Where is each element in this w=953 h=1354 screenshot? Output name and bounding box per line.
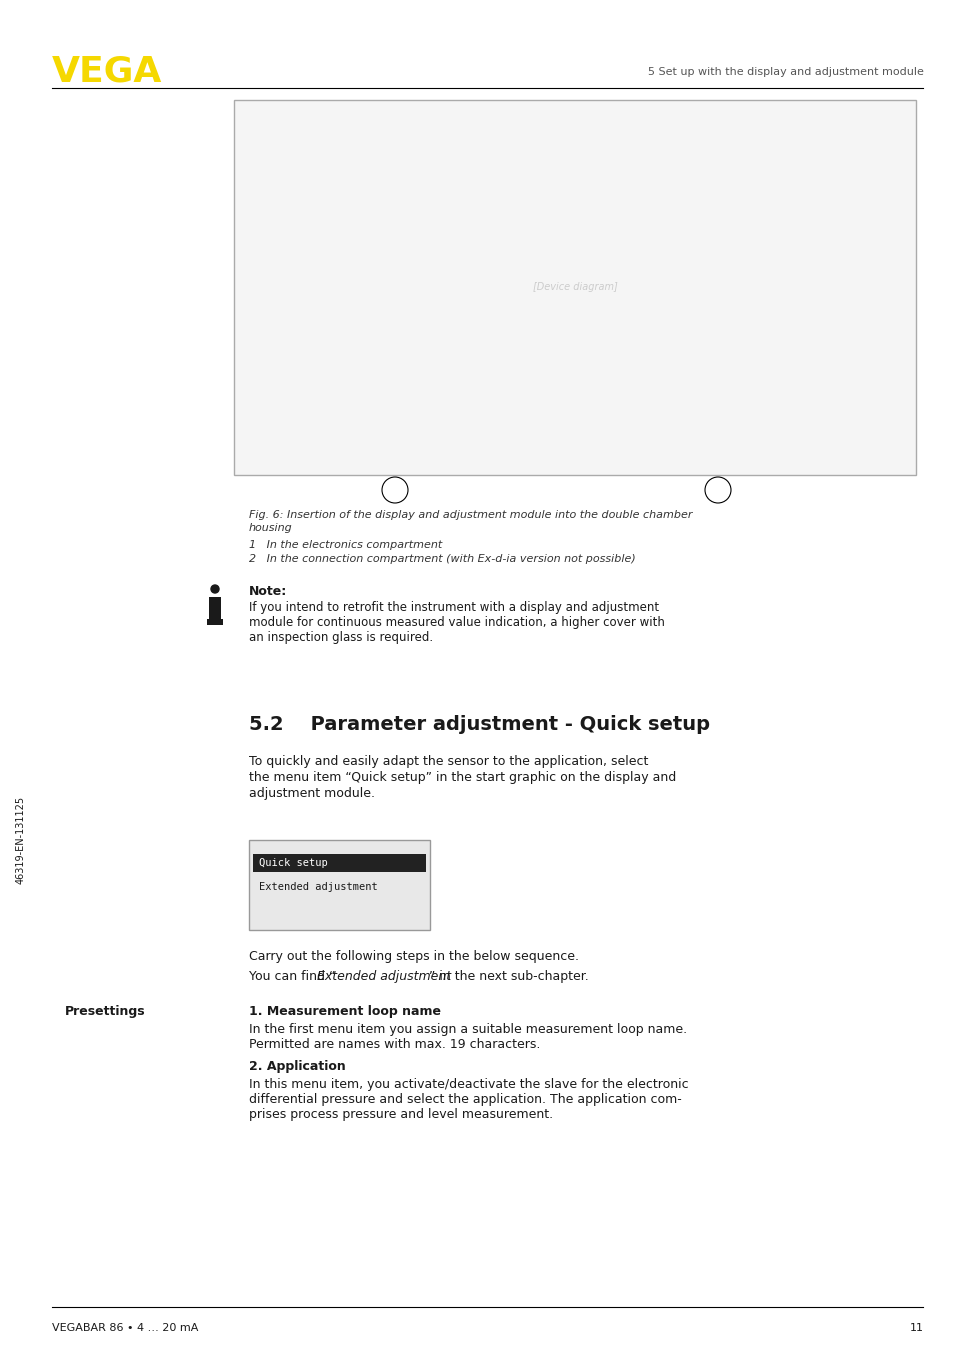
- Text: differential pressure and select the application. The application com-: differential pressure and select the app…: [249, 1093, 681, 1106]
- Text: In the first menu item you assign a suitable measurement loop name.: In the first menu item you assign a suit…: [249, 1024, 686, 1036]
- Text: Note:: Note:: [249, 585, 287, 598]
- Text: 46319-EN-131125: 46319-EN-131125: [16, 795, 26, 884]
- Circle shape: [211, 585, 219, 593]
- Text: Extended adjustment: Extended adjustment: [316, 969, 451, 983]
- Text: 1   In the electronics compartment: 1 In the electronics compartment: [249, 540, 442, 550]
- Text: Presettings: Presettings: [65, 1005, 146, 1018]
- Text: the menu item “Quick setup” in the start graphic on the display and: the menu item “Quick setup” in the start…: [249, 770, 676, 784]
- Text: Carry out the following steps in the below sequence.: Carry out the following steps in the bel…: [249, 951, 578, 963]
- Circle shape: [381, 477, 408, 502]
- Text: If you intend to retrofit the instrument with a display and adjustment: If you intend to retrofit the instrument…: [249, 601, 659, 613]
- Text: an inspection glass is required.: an inspection glass is required.: [249, 631, 433, 645]
- Text: 2. Application: 2. Application: [249, 1060, 345, 1072]
- Text: Fig. 6: Insertion of the display and adjustment module into the double chamber: Fig. 6: Insertion of the display and adj…: [249, 510, 692, 520]
- Circle shape: [704, 477, 730, 502]
- Text: ” in the next sub-chapter.: ” in the next sub-chapter.: [429, 969, 588, 983]
- Text: 2   In the connection compartment (with Ex-d-ia version not possible): 2 In the connection compartment (with Ex…: [249, 554, 635, 565]
- Bar: [249, 839, 430, 930]
- Text: VEGABAR 86 • 4 … 20 mA: VEGABAR 86 • 4 … 20 mA: [51, 1323, 197, 1332]
- Text: prises process pressure and level measurement.: prises process pressure and level measur…: [249, 1108, 553, 1121]
- Text: 11: 11: [908, 1323, 923, 1332]
- Text: 5 Set up with the display and adjustment module: 5 Set up with the display and adjustment…: [647, 66, 923, 77]
- Text: Quick setup: Quick setup: [258, 858, 328, 868]
- Text: Extended adjustment: Extended adjustment: [258, 881, 377, 892]
- Text: To quickly and easily adapt the sensor to the application, select: To quickly and easily adapt the sensor t…: [249, 756, 648, 768]
- FancyBboxPatch shape: [207, 619, 223, 626]
- Text: You can find “: You can find “: [249, 969, 335, 983]
- Text: In this menu item, you activate/deactivate the slave for the electronic: In this menu item, you activate/deactiva…: [249, 1078, 688, 1091]
- Text: [Device diagram]: [Device diagram]: [532, 283, 617, 292]
- Text: housing: housing: [249, 523, 293, 533]
- Text: 5.2    Parameter adjustment - Quick setup: 5.2 Parameter adjustment - Quick setup: [249, 715, 709, 734]
- FancyBboxPatch shape: [209, 597, 221, 626]
- Text: 1. Measurement loop name: 1. Measurement loop name: [249, 1005, 440, 1018]
- Bar: [233, 100, 915, 475]
- Text: adjustment module.: adjustment module.: [249, 787, 375, 800]
- Bar: [253, 854, 426, 872]
- Text: Permitted are names with max. 19 characters.: Permitted are names with max. 19 charact…: [249, 1039, 539, 1051]
- Text: module for continuous measured value indication, a higher cover with: module for continuous measured value ind…: [249, 616, 664, 630]
- Text: VEGA: VEGA: [51, 56, 162, 89]
